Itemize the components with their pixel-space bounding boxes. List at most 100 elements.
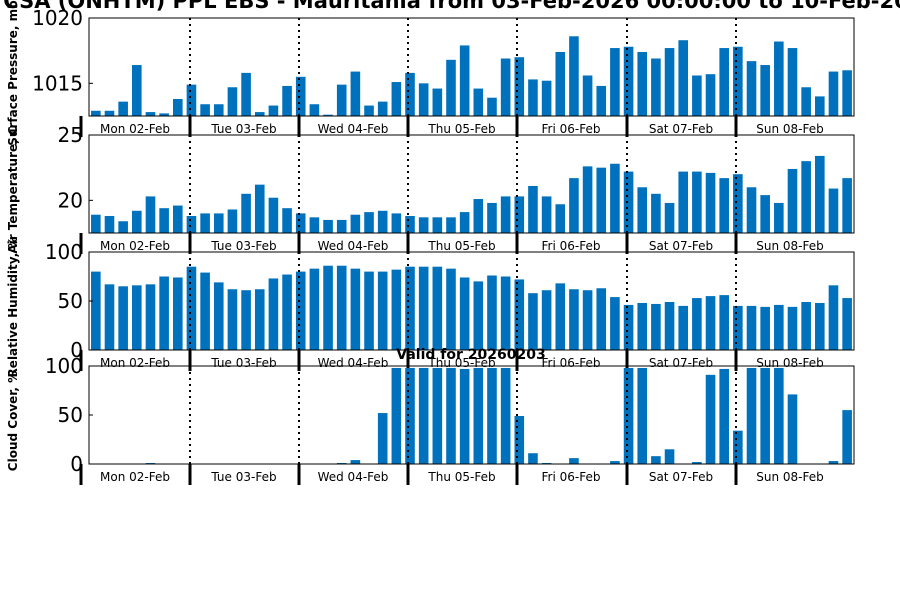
- bar: [733, 174, 743, 233]
- panel-1: 1015 1020 Surface Pressure, mb Mon 02-Feb Tu…: [6, 0, 855, 146]
- bar: [241, 290, 251, 350]
- bar: [459, 368, 470, 464]
- bar: [801, 301, 811, 350]
- x-tick-label: Sun 08-Feb: [756, 239, 824, 253]
- x-tick-label: Sat 07-Feb: [649, 470, 713, 484]
- bar: [377, 271, 388, 350]
- bar: [377, 101, 388, 116]
- bar: [500, 276, 511, 350]
- bar: [172, 205, 183, 233]
- bar: [815, 155, 825, 233]
- bar: [159, 113, 169, 116]
- y-tick-label: 50: [58, 403, 83, 427]
- x-tick-label: Tue 03-Feb: [210, 470, 276, 484]
- bar: [172, 99, 183, 116]
- bar: [282, 208, 292, 233]
- bar: [405, 367, 415, 464]
- x-tick-label: Wed 04-Feb: [318, 122, 389, 136]
- bar: [733, 430, 743, 464]
- bar: [418, 83, 429, 116]
- bar: [842, 410, 852, 464]
- y-tick-label: 25: [58, 123, 83, 147]
- bar: [405, 266, 415, 350]
- x-tick-label: Wed 04-Feb: [318, 470, 389, 484]
- bar: [459, 212, 470, 233]
- bar: [705, 74, 716, 116]
- bar: [555, 51, 566, 116]
- bar: [651, 193, 661, 233]
- bar: [418, 266, 429, 350]
- bar: [159, 208, 169, 233]
- bar: [582, 166, 593, 233]
- bar: [118, 221, 128, 233]
- bar: [432, 217, 443, 233]
- bar: [842, 178, 852, 233]
- bar: [760, 65, 770, 116]
- bar: [514, 279, 525, 350]
- x-tick-label: Tue 03-Feb: [210, 356, 276, 370]
- bar: [637, 51, 648, 116]
- bar: [651, 303, 661, 350]
- bar: [405, 72, 415, 116]
- bar: [446, 268, 456, 350]
- bar: [309, 268, 320, 350]
- bar: [692, 171, 702, 233]
- bar: [678, 40, 689, 116]
- y-axis-label: Cloud Cover, %: [6, 371, 20, 471]
- x-tick-label: Sat 07-Feb: [649, 356, 713, 370]
- bar: [528, 453, 538, 464]
- bar: [801, 161, 811, 233]
- bar: [487, 202, 497, 233]
- bar: [241, 193, 251, 233]
- bar: [651, 456, 661, 464]
- bar: [746, 305, 757, 350]
- x-tick-label: Wed 04-Feb: [318, 239, 389, 253]
- bar: [569, 178, 579, 233]
- chart-title: for CSA (ONHTM) PPL EBS - Mauritania fro…: [0, 0, 900, 13]
- bar: [487, 275, 497, 350]
- bar: [336, 265, 347, 350]
- bar: [282, 274, 292, 350]
- bar: [350, 268, 361, 350]
- bar: [350, 71, 361, 116]
- bar: [364, 271, 374, 350]
- bar: [405, 216, 415, 233]
- bar: [186, 266, 197, 350]
- y-axis-label: Air Temperature, C: [6, 126, 20, 254]
- bar: [446, 217, 456, 233]
- bar: [774, 304, 784, 350]
- bar: [145, 284, 156, 350]
- bar: [295, 213, 306, 233]
- y-tick-label: 20: [58, 188, 83, 212]
- bar: [528, 293, 538, 350]
- bar: [623, 46, 634, 116]
- bar: [309, 217, 320, 233]
- bar: [200, 213, 210, 233]
- bar: [500, 367, 511, 464]
- bar: [637, 367, 648, 464]
- bar: [774, 202, 784, 233]
- x-tick-label: Mon 02-Feb: [100, 470, 170, 484]
- bar: [569, 458, 579, 464]
- y-tick-label: 100: [45, 240, 83, 264]
- bar: [473, 281, 484, 350]
- bar: [213, 104, 224, 116]
- bar: [623, 171, 634, 233]
- bar: [842, 298, 852, 350]
- y-axis-label: Relative Humidity, %: [6, 237, 20, 378]
- x-tick-label: Tue 03-Feb: [210, 122, 276, 136]
- bar: [596, 167, 607, 233]
- bar: [459, 45, 470, 116]
- bar: [268, 105, 279, 116]
- bar: [692, 298, 702, 350]
- y-tick-label: 50: [58, 289, 83, 313]
- bar: [637, 187, 648, 233]
- bar: [828, 285, 839, 350]
- bar: [227, 87, 238, 116]
- y-axis-label: Surface Pressure, mb: [6, 0, 20, 146]
- bar: [364, 105, 374, 116]
- bar: [446, 59, 456, 116]
- bar: [582, 75, 593, 116]
- bar: [104, 284, 115, 350]
- bar: [719, 295, 729, 350]
